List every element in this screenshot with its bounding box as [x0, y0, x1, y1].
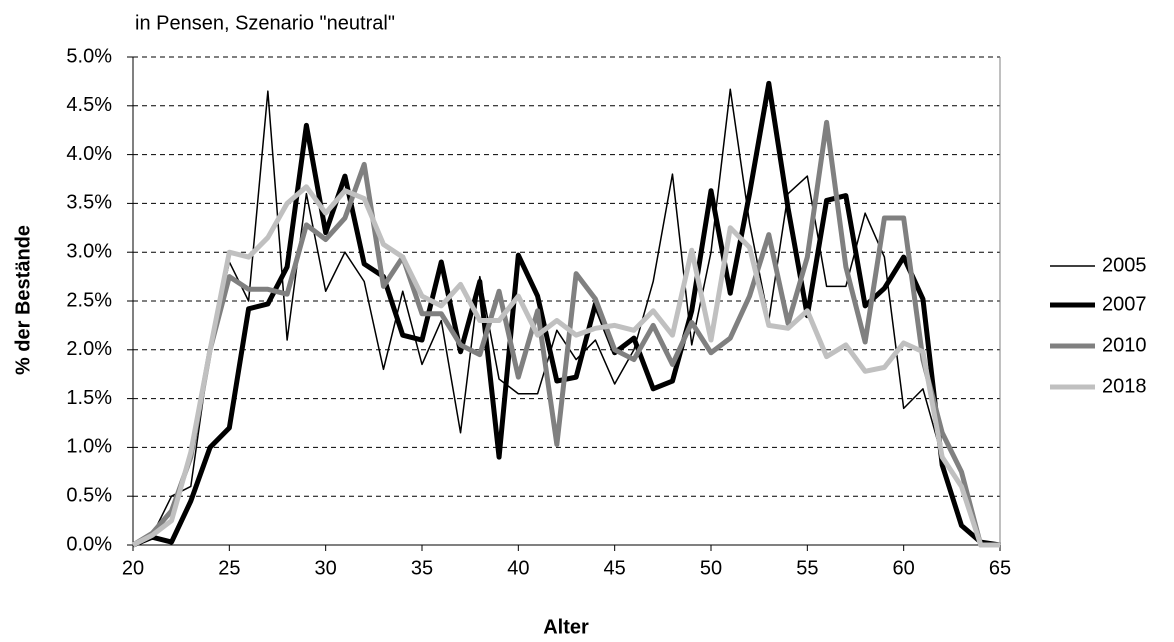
y-tick-label: 0.5% [66, 484, 112, 506]
y-tick-label: 4.0% [66, 143, 112, 165]
y-axis-label: % der Bestände [12, 225, 34, 375]
y-tick-label: 3.0% [66, 240, 112, 262]
x-tick-label: 45 [604, 557, 626, 579]
y-tick-label: 3.5% [66, 192, 112, 214]
y-tick-label: 0.0% [66, 533, 112, 555]
y-tick-label: 4.5% [66, 94, 112, 116]
series-line [131, 184, 1000, 548]
y-tick-label: 1.0% [66, 436, 112, 458]
x-tick-label: 30 [315, 557, 337, 579]
x-axis-label: Alter [543, 616, 589, 638]
x-tick-label: 40 [507, 557, 529, 579]
x-tick-label: 50 [700, 557, 722, 579]
x-tick-label: 65 [989, 557, 1011, 579]
x-tick-label: 60 [893, 557, 915, 579]
series-line [131, 119, 1000, 548]
legend-label: 2007 [1102, 293, 1147, 315]
y-tick-label: 2.0% [66, 338, 112, 360]
x-tick-label: 20 [122, 557, 144, 579]
legend-label: 2010 [1102, 334, 1147, 356]
x-tick-label: 35 [411, 557, 433, 579]
x-tick-label: 55 [796, 557, 818, 579]
chart-subtitle: in Pensen, Szenario "neutral" [135, 12, 395, 34]
x-tick-label: 25 [218, 557, 240, 579]
legend-label: 2018 [1102, 375, 1147, 397]
legend-label: 2005 [1102, 254, 1147, 276]
y-tick-label: 1.5% [66, 387, 112, 409]
y-tick-label: 2.5% [66, 289, 112, 311]
y-tick-label: 5.0% [66, 45, 112, 67]
